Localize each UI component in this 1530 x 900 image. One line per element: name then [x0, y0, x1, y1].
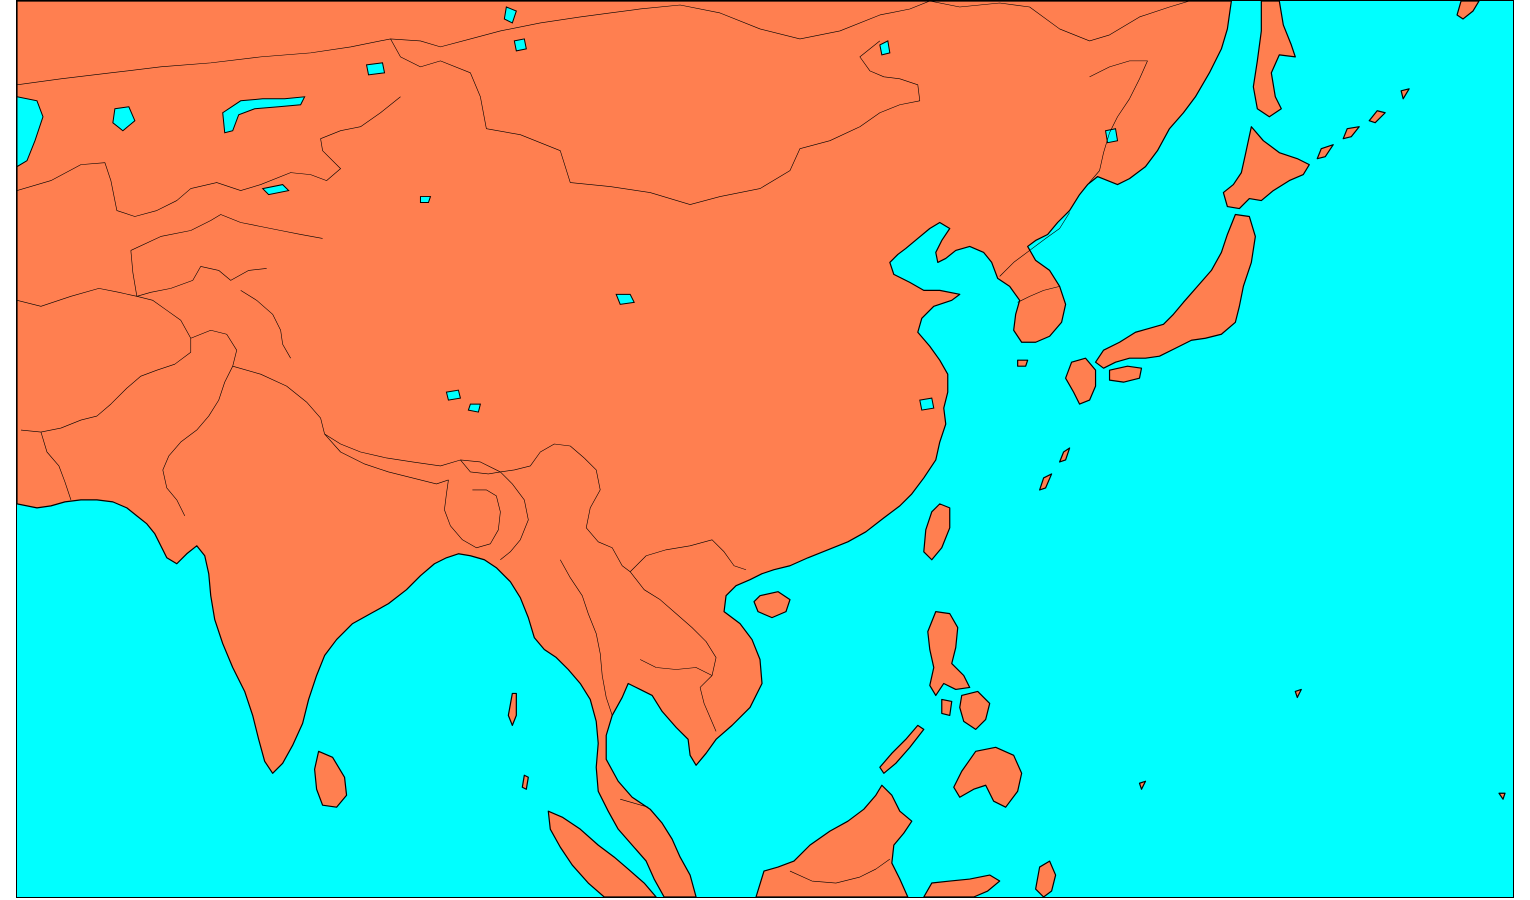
kuril-2: [1368, 110, 1386, 124]
border-bhutan: [460, 459, 501, 475]
sakhalin: [1252, 1, 1296, 118]
caspian-sea: [17, 96, 44, 168]
hainan: [753, 591, 791, 619]
border-laos: [629, 571, 717, 688]
lake-balkhash: [222, 96, 306, 134]
visayas: [959, 690, 991, 730]
sri-lanka: [314, 750, 348, 808]
border-russia-china-mongolia: [17, 1, 930, 86]
palawan: [879, 724, 925, 774]
sulawesi: [923, 874, 1001, 897]
border-myanmar-india: [500, 471, 529, 560]
lake-hulun: [879, 40, 891, 56]
border-himalaya: [232, 365, 585, 473]
border-amur: [1087, 60, 1148, 185]
tibet-lake-1: [445, 389, 462, 401]
border-china-vietnam-laos: [629, 539, 747, 572]
border-kashmir: [240, 290, 291, 359]
kuril-5: [1400, 88, 1410, 100]
pacific-island-1: [1498, 792, 1506, 800]
border-pakistan-india: [162, 329, 238, 516]
border-central-asia-2: [130, 250, 267, 297]
mindanao: [953, 746, 1023, 808]
map-frame[interactable]: [16, 0, 1514, 898]
qinghai-lake: [615, 293, 635, 305]
mindoro: [941, 698, 953, 717]
border-bangladesh: [444, 479, 501, 549]
hokkaido: [1222, 126, 1310, 210]
jeju: [1017, 359, 1029, 367]
honshu: [1094, 213, 1256, 369]
ryukyu-2: [1039, 473, 1053, 491]
border-cambodia-vietnam: [699, 687, 717, 732]
lake-mongolia-1: [513, 38, 527, 52]
sumatra: [547, 810, 657, 897]
map-canvas[interactable]: [17, 1, 1513, 897]
border-nepal-south: [324, 433, 449, 485]
lake-baikal: [503, 6, 517, 24]
kuril-1: [1456, 1, 1480, 20]
kyushu: [1064, 357, 1097, 405]
lake-issyk-kul: [261, 184, 290, 196]
kuril-3: [1342, 126, 1360, 140]
tibet-lake-3: [419, 196, 432, 204]
aral-sea: [112, 106, 136, 132]
border-malaysia-thailand: [620, 798, 649, 808]
shikoku: [1108, 365, 1143, 383]
lake-khanka: [1104, 128, 1119, 144]
border-myanmar-china: [584, 457, 631, 572]
border-central-asia-1: [130, 214, 323, 251]
border-myanmar-thailand: [560, 559, 613, 716]
border-korea-china: [999, 212, 1070, 277]
borneo: [755, 784, 913, 897]
luzon: [927, 611, 971, 697]
tibet-lake-2: [467, 403, 482, 413]
asia-mainland: [17, 1, 1232, 897]
halmahera: [1035, 860, 1057, 897]
pacific-island-2: [1294, 688, 1302, 699]
kuril-4: [1316, 144, 1334, 160]
border-thailand-cambodia: [640, 659, 713, 676]
taiwan: [923, 503, 951, 561]
pacific-island-3: [1138, 780, 1147, 790]
border-kazakhstan-south: [17, 96, 401, 217]
border-mongolia-china: [390, 38, 921, 205]
border-iran-pakistan: [40, 431, 72, 500]
ryukyu-1: [1059, 447, 1071, 463]
andaman-islands: [507, 692, 517, 726]
poyang-lake: [919, 397, 935, 411]
border-korea-dmz: [1017, 286, 1060, 303]
lake-zaysan: [365, 62, 386, 76]
border-china-russia-east: [929, 1, 1190, 42]
nicobar-islands: [521, 774, 529, 790]
border-afghanistan: [17, 288, 192, 433]
border-borneo: [789, 858, 891, 884]
